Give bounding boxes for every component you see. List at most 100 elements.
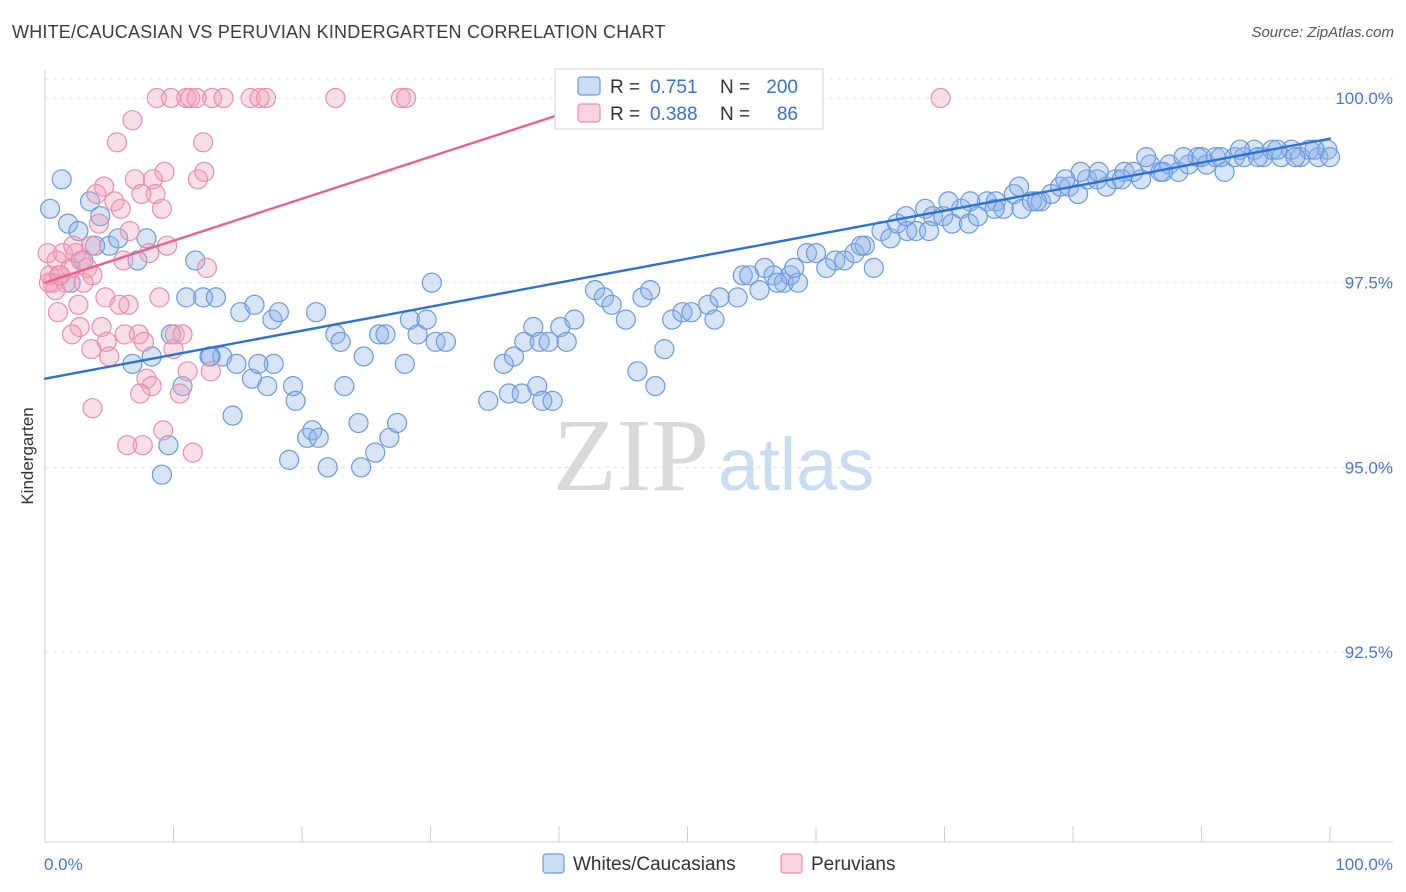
peruvians-point-68 — [177, 361, 198, 382]
peruvians-point-37 — [93, 176, 115, 197]
whites-point-108 — [863, 257, 884, 278]
peruvians-point-32 — [193, 132, 214, 153]
whites-point-15 — [176, 287, 197, 308]
y-tick-label-3: 100.0% — [1335, 89, 1393, 108]
legend-swatch-whites — [577, 76, 601, 96]
whites-point-4 — [90, 206, 111, 227]
peruvians-point-35 — [145, 183, 166, 205]
whites-point-28 — [394, 353, 415, 374]
peruvians-point-25 — [325, 87, 346, 109]
whites-point-167 — [984, 198, 1005, 219]
peruvians-point-47 — [81, 235, 102, 256]
series-peruvians-points — [37, 87, 951, 463]
peruvians-point-41 — [194, 161, 215, 182]
whites-point-2 — [57, 213, 79, 234]
stats-legend: R = 0.751 N = 200 R = 0.388 N = 86 — [554, 68, 824, 130]
whites-point-53 — [387, 412, 408, 434]
peruvians-point-57 — [109, 294, 130, 315]
whites-point-12 — [127, 250, 148, 271]
watermark-zip: ZIP — [553, 398, 709, 513]
whites-point-24 — [330, 331, 351, 352]
whites-point-79 — [601, 294, 622, 315]
legend-swatch-peruvians — [577, 103, 601, 123]
whites-point-55 — [493, 353, 514, 374]
whites-point-17 — [205, 287, 226, 308]
peruvians-point-29 — [186, 87, 207, 109]
whites-point-21 — [268, 302, 289, 323]
peruvians-point-64 — [114, 324, 135, 345]
peruvians-point-34 — [142, 169, 163, 190]
whites-point-80 — [615, 309, 636, 330]
legend-r-label-whites: R = — [610, 77, 640, 98]
whites-point-168 — [1008, 176, 1030, 197]
legend-r-value-whites: 0.751 — [650, 77, 698, 98]
whites-point-25 — [353, 346, 374, 367]
whites-point-183 — [1304, 139, 1325, 160]
series-legend: Whites/Caucasians Peruvians — [542, 853, 896, 875]
legend-n-label-peruvians: N = — [720, 104, 750, 125]
whites-point-41 — [257, 376, 278, 397]
peruvians-point-20 — [202, 87, 223, 109]
whites-point-48 — [334, 376, 355, 397]
whites-point-32 — [421, 272, 442, 293]
legend-n-value-whites: 200 — [766, 77, 798, 98]
legend-r-value-peruvians: 0.388 — [650, 104, 698, 125]
whites-point-50 — [351, 457, 372, 478]
whites-point-27 — [375, 324, 396, 345]
whites-point-174 — [1136, 147, 1157, 168]
whites-point-8 — [108, 228, 129, 249]
whites-point-88 — [681, 302, 702, 323]
x-tick-label-min: 0.0% — [44, 855, 83, 874]
y-tick-label-0: 92.5% — [1345, 643, 1393, 662]
whites-point-76 — [564, 309, 585, 330]
peruvians-point-61 — [164, 324, 185, 345]
whites-point-39 — [226, 353, 247, 374]
whites-point-161 — [784, 257, 805, 278]
peruvians-point-16 — [146, 87, 167, 109]
whites-point-89 — [697, 294, 719, 315]
whites-point-102 — [805, 243, 827, 264]
whites-point-69 — [503, 346, 525, 367]
whites-point-78 — [593, 287, 615, 308]
whites-point-51 — [365, 442, 386, 463]
peruvians-point-19 — [180, 87, 201, 109]
legend-n-label-whites: N = — [720, 77, 750, 98]
legend-r-label-peruvians: R = — [610, 104, 640, 125]
whites-point-93 — [732, 265, 753, 286]
peruvians-point-50 — [196, 257, 217, 278]
peruvians-trend-line — [43, 96, 612, 284]
trend-lines — [43, 96, 1332, 380]
peruvians-point-62 — [172, 324, 193, 345]
whites-trend-line — [43, 137, 1332, 380]
whites-point-81 — [632, 287, 653, 308]
whites-point-85 — [654, 339, 675, 360]
peruvians-point-73 — [130, 383, 151, 404]
peruvians-point-71 — [141, 376, 162, 397]
peruvians-point-58 — [69, 316, 90, 338]
whites-point-70 — [514, 331, 535, 352]
whites-point-66 — [248, 353, 269, 374]
peruvians-point-23 — [249, 87, 270, 109]
whites-point-31 — [416, 309, 437, 330]
peruvians-point-31 — [122, 110, 143, 131]
whites-point-49 — [348, 412, 369, 434]
peruvians-point-46 — [119, 220, 140, 242]
whites-point-90 — [704, 309, 725, 330]
whites-point-95 — [749, 280, 770, 301]
whites-point-86 — [661, 309, 683, 330]
peruvians-point-13 — [52, 243, 74, 264]
whites-point-44 — [285, 390, 306, 411]
whites-point-54 — [478, 390, 499, 411]
peruvians-point-53 — [68, 294, 89, 315]
y-tick-label-1: 95.0% — [1345, 458, 1393, 477]
whites-point-164 — [918, 220, 940, 242]
peruvians-point-79 — [47, 302, 69, 323]
whites-point-42 — [263, 353, 284, 374]
x-tick-labels: 0.0% 100.0% — [44, 855, 1393, 874]
series-whites-points — [39, 139, 1341, 485]
whites-point-91 — [709, 287, 730, 308]
whites-point-75 — [556, 331, 577, 352]
peruvians-point-28 — [930, 87, 951, 109]
peruvians-point-69 — [200, 361, 221, 382]
